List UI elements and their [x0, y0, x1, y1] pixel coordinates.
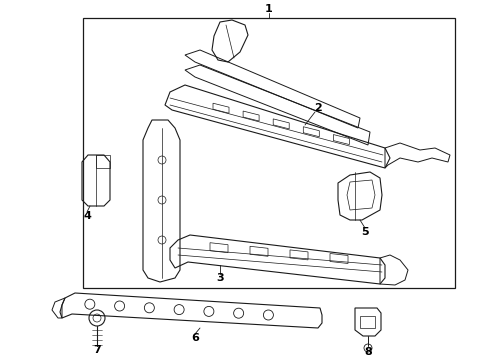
Bar [83, 18, 455, 288]
Text: 2: 2 [314, 103, 322, 113]
Text: 7: 7 [93, 345, 101, 355]
Text: 5: 5 [361, 227, 369, 237]
Text: 3: 3 [216, 273, 224, 283]
Text: 4: 4 [83, 211, 91, 221]
Text: 1: 1 [265, 4, 273, 14]
Text: 8: 8 [364, 347, 372, 357]
Text: 6: 6 [191, 333, 199, 343]
